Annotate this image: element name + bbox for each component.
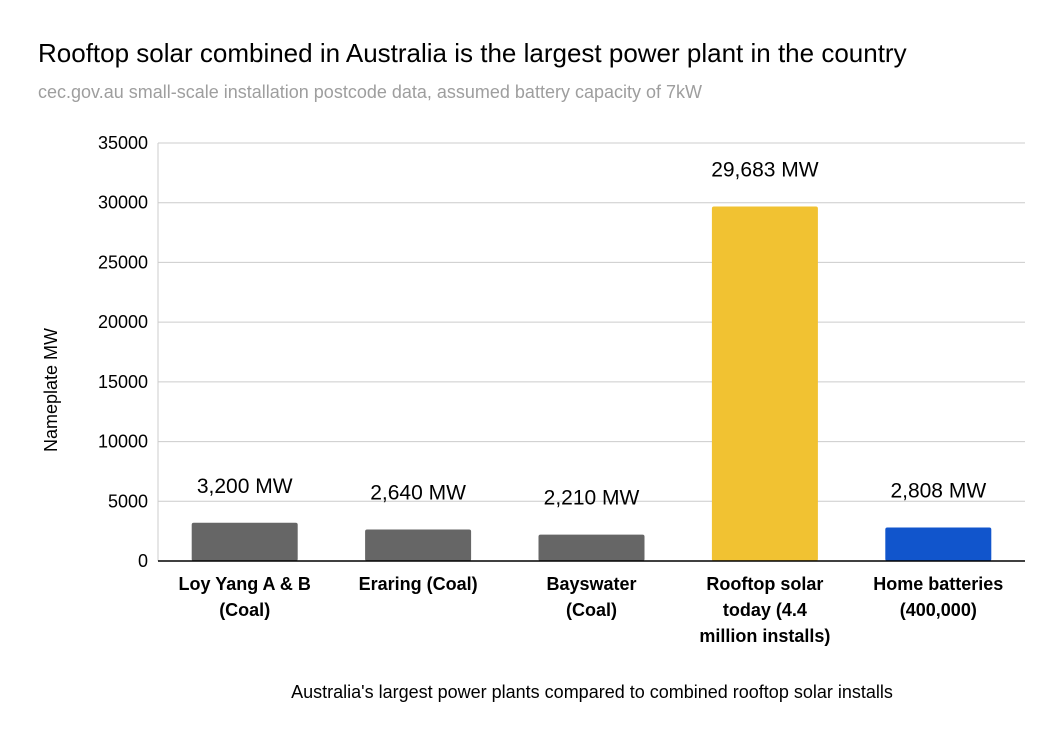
y-tick-label: 30000 [98, 193, 148, 213]
y-tick-label: 35000 [98, 133, 148, 153]
data-label: 2,210 MW [544, 487, 640, 510]
chart-subtitle: cec.gov.au small-scale installation post… [38, 82, 702, 102]
data-labels: 3,200 MW 2,640 MW 2,210 MW 29,683 MW 2,808 M… [197, 159, 986, 510]
x-tick-label: today (4.4 [723, 600, 807, 620]
data-label: 29,683 MW [711, 159, 819, 182]
bars [191, 206, 992, 561]
x-axis-title: Australia's largest power plants compare… [291, 682, 893, 702]
x-tick-label: (Coal) [219, 600, 270, 620]
y-axis-ticks: 0 5000 10000 15000 20000 25000 30000 35000 [98, 133, 148, 571]
x-tick-label: million installs) [699, 626, 830, 646]
x-tick-label: (Coal) [566, 600, 617, 620]
bar [538, 534, 645, 561]
x-tick-label: Rooftop solar [706, 574, 823, 594]
y-tick-label: 25000 [98, 252, 148, 272]
y-tick-label: 0 [138, 551, 148, 571]
data-label: 2,640 MW [370, 481, 466, 504]
bar [191, 522, 298, 561]
bar [885, 527, 992, 561]
y-tick-label: 5000 [108, 491, 148, 511]
data-label: 2,808 MW [890, 479, 986, 502]
y-tick-label: 15000 [98, 372, 148, 392]
x-tick-label: Home batteries [873, 574, 1003, 594]
data-label: 3,200 MW [197, 475, 293, 498]
x-tick-label: (400,000) [900, 600, 977, 620]
x-tick-label: Loy Yang A & B [179, 574, 311, 594]
gridlines [157, 142, 1025, 561]
y-tick-label: 20000 [98, 312, 148, 332]
bar [365, 529, 472, 561]
y-tick-label: 10000 [98, 432, 148, 452]
chart-title: Rooftop solar combined in Australia is t… [38, 38, 907, 68]
y-axis-title: Nameplate MW [41, 328, 61, 452]
x-tick-label: Eraring (Coal) [359, 574, 478, 594]
x-tick-label: Bayswater [546, 574, 636, 594]
x-axis-category-labels: Loy Yang A & B (Coal) Eraring (Coal) Bayswa… [179, 574, 1004, 646]
bar [711, 206, 818, 561]
